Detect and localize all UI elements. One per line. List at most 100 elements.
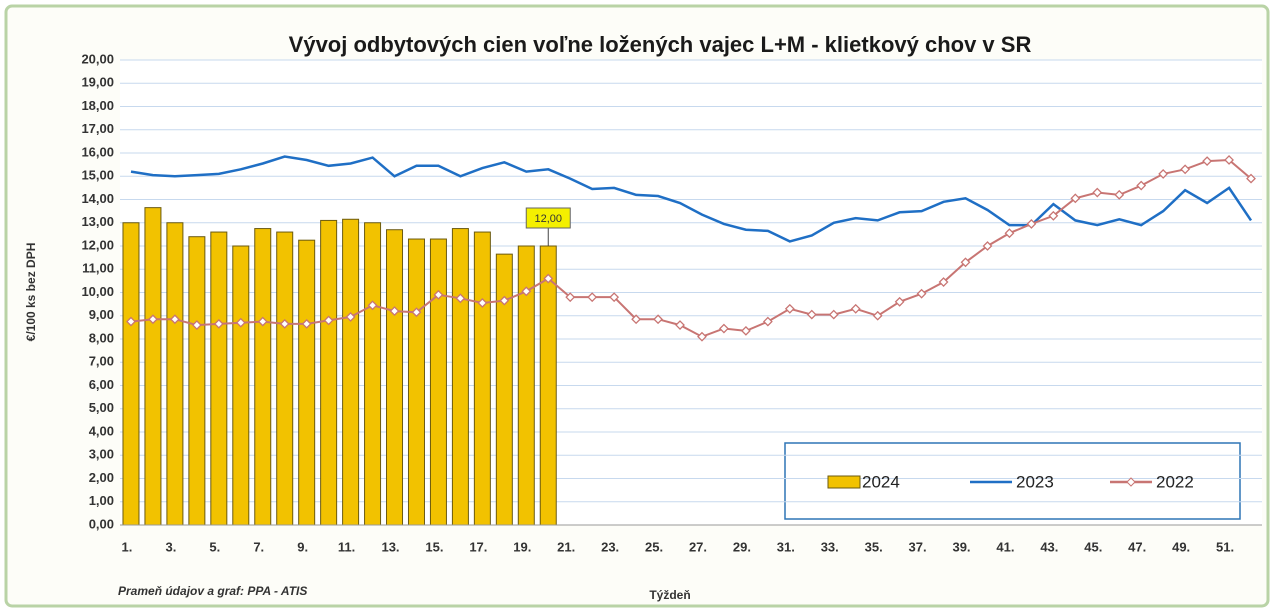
y-tick-label: 0,00 <box>89 516 114 531</box>
x-tick-label: 25. <box>645 539 663 554</box>
line-marker <box>1224 155 1234 165</box>
line-marker <box>389 306 400 317</box>
bar <box>144 207 162 526</box>
x-tick-label: 29. <box>733 539 751 554</box>
y-tick-label: 13,00 <box>81 214 114 229</box>
value-label: 12,00 <box>534 213 562 225</box>
x-tick-label: 15. <box>425 539 443 554</box>
x-tick-label: 37. <box>909 539 927 554</box>
bar <box>386 229 404 526</box>
line-marker <box>543 273 554 284</box>
bar <box>232 245 250 526</box>
y-tick-label: 14,00 <box>81 191 114 206</box>
line-marker <box>609 292 620 303</box>
y-tick-label: 4,00 <box>89 423 114 438</box>
line-marker <box>1114 189 1125 200</box>
y-tick-label: 5,00 <box>89 400 114 415</box>
x-tick-label: 3. <box>165 539 176 554</box>
line-marker <box>740 325 751 336</box>
x-tick-label: 45. <box>1084 539 1102 554</box>
line-marker <box>631 314 642 325</box>
x-tick-label: 39. <box>952 539 970 554</box>
y-tick-label: 16,00 <box>81 144 114 159</box>
x-tick-label: 51. <box>1216 539 1234 554</box>
line-marker <box>719 323 729 334</box>
y-axis-label: €/100 ks bez DPH <box>24 243 38 342</box>
line-marker <box>1246 173 1256 184</box>
bar <box>429 238 447 526</box>
line-marker <box>213 318 224 329</box>
line-marker <box>1026 218 1037 229</box>
x-tick-label: 1. <box>122 539 133 554</box>
x-tick-label: 9. <box>297 539 308 554</box>
line-marker <box>433 289 444 300</box>
x-tick-label: 43. <box>1040 539 1058 554</box>
bar <box>188 236 206 526</box>
x-tick-label: 17. <box>469 539 487 554</box>
value-label-box <box>525 207 571 229</box>
x-tick-label: 5. <box>209 539 220 554</box>
line-marker <box>806 309 817 320</box>
bar <box>254 228 272 526</box>
line-marker <box>697 331 707 342</box>
y-tick-label: 8,00 <box>89 330 114 345</box>
source-note: Prameň údajov a graf: PPA - ATIS <box>118 584 307 598</box>
x-tick-label: 7. <box>253 539 264 554</box>
x-tick-label: 31. <box>777 539 795 554</box>
line-marker <box>126 316 136 327</box>
line-marker <box>1004 228 1015 239</box>
line-marker <box>982 241 993 251</box>
x-tick-label: 33. <box>821 539 839 554</box>
bar <box>320 219 338 526</box>
line-marker <box>916 288 927 299</box>
line-marker <box>477 298 488 308</box>
line-marker <box>411 307 422 318</box>
bar <box>210 231 228 526</box>
line-marker <box>675 320 685 330</box>
x-tick-label: 27. <box>689 539 707 554</box>
chart-title: Vývoj odbytových cien voľne ložených vaj… <box>289 32 1032 57</box>
line-series <box>130 158 1252 338</box>
bar <box>298 239 316 526</box>
legend-label: 2023 <box>1016 472 1054 491</box>
line-series <box>130 155 1253 243</box>
line-marker <box>828 309 839 320</box>
x-axis-label: Týždeň <box>649 588 690 602</box>
x-tick-label: 35. <box>865 539 883 554</box>
line-marker <box>938 277 949 287</box>
x-tick-label: 49. <box>1172 539 1190 554</box>
line-marker <box>894 296 905 307</box>
line-marker <box>279 318 290 329</box>
line-marker <box>499 295 510 306</box>
line-marker <box>1070 193 1081 204</box>
y-tick-label: 3,00 <box>89 447 114 462</box>
y-tick-label: 9,00 <box>89 307 114 322</box>
line-marker <box>169 314 180 325</box>
line-marker <box>148 314 158 325</box>
line-marker <box>521 286 532 297</box>
line-marker <box>1092 187 1103 198</box>
line-marker <box>1180 164 1191 175</box>
x-tick-label: 47. <box>1128 539 1146 554</box>
bar <box>276 231 294 526</box>
legend-swatch <box>827 475 861 489</box>
x-tick-label: 21. <box>557 539 575 554</box>
line-marker <box>235 317 246 328</box>
line-marker <box>367 300 378 311</box>
bar <box>342 218 360 526</box>
bar <box>539 245 557 526</box>
line-marker <box>762 316 773 327</box>
line-marker <box>850 303 861 314</box>
x-tick-label: 13. <box>381 539 399 554</box>
legend-label: 2022 <box>1156 472 1194 491</box>
line-marker <box>301 318 312 329</box>
legend-marker <box>1126 477 1136 487</box>
y-tick-label: 2,00 <box>89 470 114 485</box>
line-marker <box>653 314 663 325</box>
legend-label: 2024 <box>862 472 900 491</box>
line-marker <box>455 293 466 304</box>
y-tick-label: 6,00 <box>89 377 114 392</box>
bar <box>495 253 513 526</box>
line-marker <box>565 292 576 303</box>
